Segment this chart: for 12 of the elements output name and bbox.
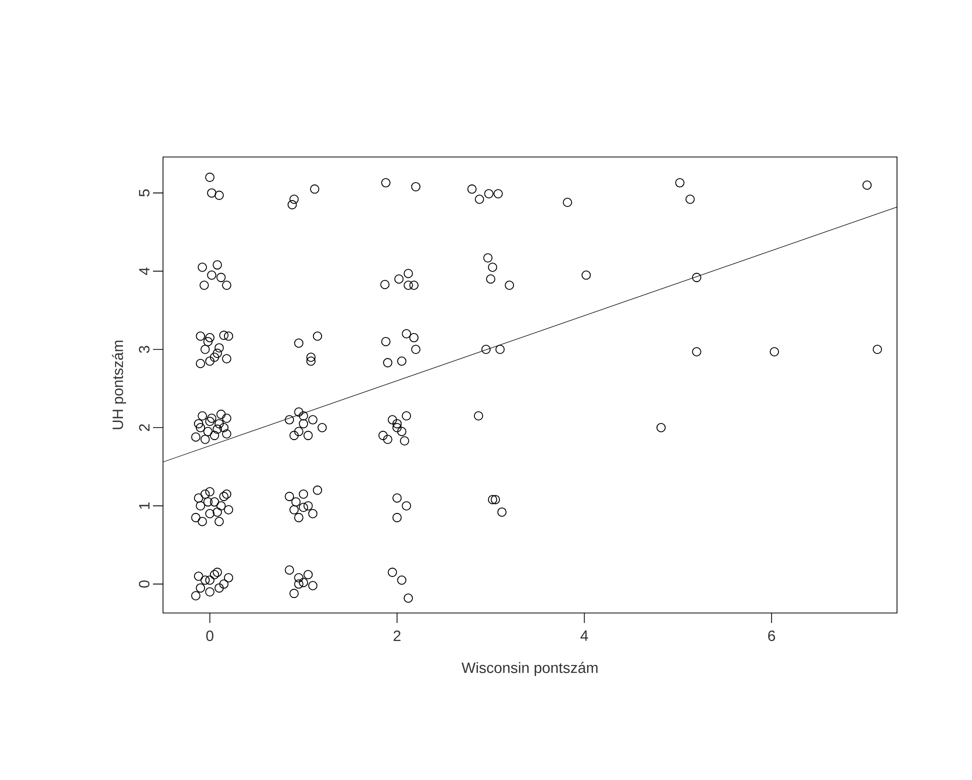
y-tick-label: 4 [139,267,150,275]
y-tick-label: 2 [139,424,150,432]
x-tick-label: 0 [206,630,214,642]
y-axis-title: UH pontszám [112,340,126,430]
x-tick-label: 2 [394,630,400,641]
y-tick-label: 0 [138,580,150,588]
y-tick-label: 5 [139,189,150,197]
y-tick-label: 3 [138,346,150,353]
x-tick-label: 4 [580,630,588,641]
x-axis-title: Wisconsin pontszám [462,662,598,676]
y-tick-label: 1 [139,502,150,509]
x-tick-label: 6 [768,630,776,642]
